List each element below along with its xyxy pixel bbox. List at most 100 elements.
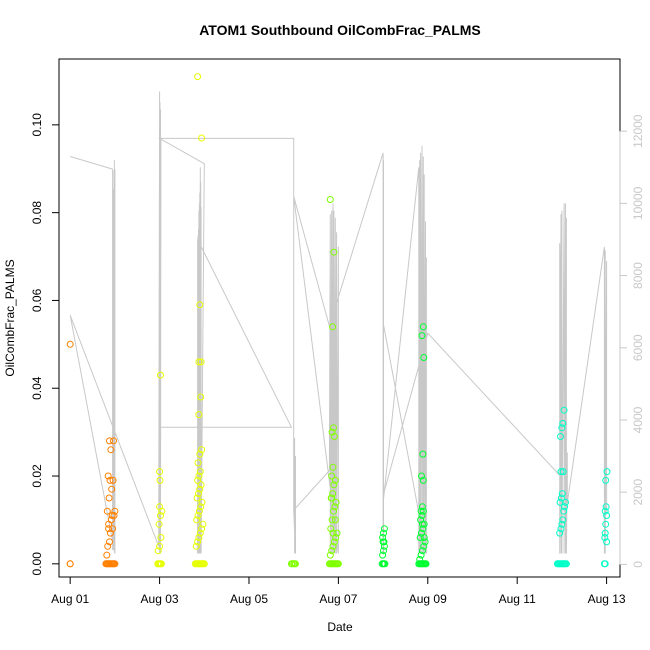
data-point	[420, 542, 428, 550]
data-point	[417, 551, 425, 559]
data-point	[420, 354, 428, 361]
data-point	[418, 503, 426, 511]
data-point	[195, 358, 203, 366]
data-point	[193, 494, 201, 502]
x-axis: Aug 01 Aug 03 Aug 05 Aug 07 Aug 09 Aug 11 Aug …	[51, 576, 626, 606]
data-point	[157, 560, 165, 568]
data-point	[329, 490, 337, 498]
chart-title: ATOM1 Southbound OilCombFrac_PALMS	[199, 22, 481, 38]
y-axis-label: OilCombFrac_PALMS	[3, 259, 17, 376]
data-point	[416, 534, 424, 541]
data-point	[196, 529, 204, 537]
data-point	[329, 529, 337, 537]
data-point	[418, 520, 426, 528]
data-point	[602, 476, 610, 484]
data-point	[197, 481, 205, 489]
y-tick-label: 0.02	[30, 464, 44, 488]
data-point	[379, 551, 387, 559]
data-point	[154, 547, 162, 555]
data-point	[156, 468, 164, 476]
series-5	[553, 406, 611, 568]
data-point	[198, 446, 206, 454]
data-point	[557, 468, 565, 476]
data-point	[557, 494, 565, 502]
data-point	[155, 520, 163, 528]
y2-axis: 0 2000 4000 6000 8000 10000 12000	[619, 114, 645, 568]
data-point	[379, 534, 387, 541]
data-point	[420, 534, 428, 541]
y-tick-label: 0.08	[30, 201, 44, 225]
data-point	[557, 433, 564, 440]
data-point	[603, 468, 611, 476]
x-tick-label: Aug 09	[409, 592, 447, 606]
series-3	[287, 196, 342, 568]
data-point	[380, 529, 387, 537]
data-point	[196, 450, 204, 458]
data-point	[330, 507, 337, 515]
y2-tick-label: 0	[631, 561, 645, 568]
x-tick-label: Aug 11	[499, 592, 536, 606]
data-point	[380, 547, 387, 555]
data-point	[603, 512, 611, 519]
data-point	[418, 547, 426, 555]
data-point	[380, 538, 388, 546]
data-point	[108, 512, 116, 519]
data-point	[558, 490, 566, 498]
y-tick-label: 0.06	[30, 288, 44, 312]
data-point	[292, 560, 299, 568]
x-tick-label: Aug 13	[588, 592, 626, 606]
data-point	[106, 437, 113, 445]
data-point	[562, 498, 569, 506]
data-point	[108, 485, 116, 493]
data-point	[196, 468, 204, 476]
data-points-layer	[66, 73, 611, 568]
data-point	[556, 529, 564, 537]
y2-tick-label: 6000	[631, 334, 645, 361]
y2-tick-label: 2000	[631, 479, 645, 506]
data-point	[380, 542, 388, 550]
data-point	[558, 520, 566, 528]
data-point	[329, 323, 337, 331]
y2-tick-label: 8000	[631, 262, 645, 289]
altitude-trace-line	[69, 91, 608, 554]
data-point	[559, 419, 567, 427]
data-point	[558, 424, 566, 432]
data-point	[194, 476, 202, 484]
data-point	[196, 485, 204, 493]
data-point	[103, 507, 111, 515]
data-point	[417, 516, 425, 524]
data-point	[601, 560, 609, 568]
data-point	[421, 538, 429, 546]
altitude-trace-layer	[69, 91, 608, 554]
data-point	[561, 503, 569, 511]
data-point	[104, 472, 112, 480]
data-point	[601, 534, 609, 541]
data-point	[330, 538, 338, 546]
data-point	[105, 494, 113, 502]
data-point	[602, 503, 610, 511]
data-point	[194, 538, 202, 546]
data-point	[157, 371, 164, 379]
data-point	[562, 560, 570, 568]
data-point	[156, 503, 164, 511]
data-point	[416, 555, 424, 563]
data-point	[326, 196, 334, 203]
data-point	[194, 73, 202, 81]
data-point	[330, 248, 338, 256]
data-point	[419, 450, 427, 458]
data-point	[328, 494, 336, 502]
y-tick-label: 0.04	[30, 376, 44, 400]
y2-tick-label: 4000	[631, 406, 645, 433]
data-point	[326, 551, 334, 559]
data-point	[156, 542, 164, 550]
data-point	[105, 525, 113, 533]
data-point	[198, 525, 206, 533]
data-point	[109, 525, 117, 533]
data-point	[419, 507, 427, 515]
data-point	[381, 560, 389, 568]
data-point	[195, 490, 202, 498]
data-point	[157, 534, 165, 541]
data-point	[329, 463, 337, 471]
data-point	[331, 476, 339, 484]
data-point	[560, 507, 568, 515]
